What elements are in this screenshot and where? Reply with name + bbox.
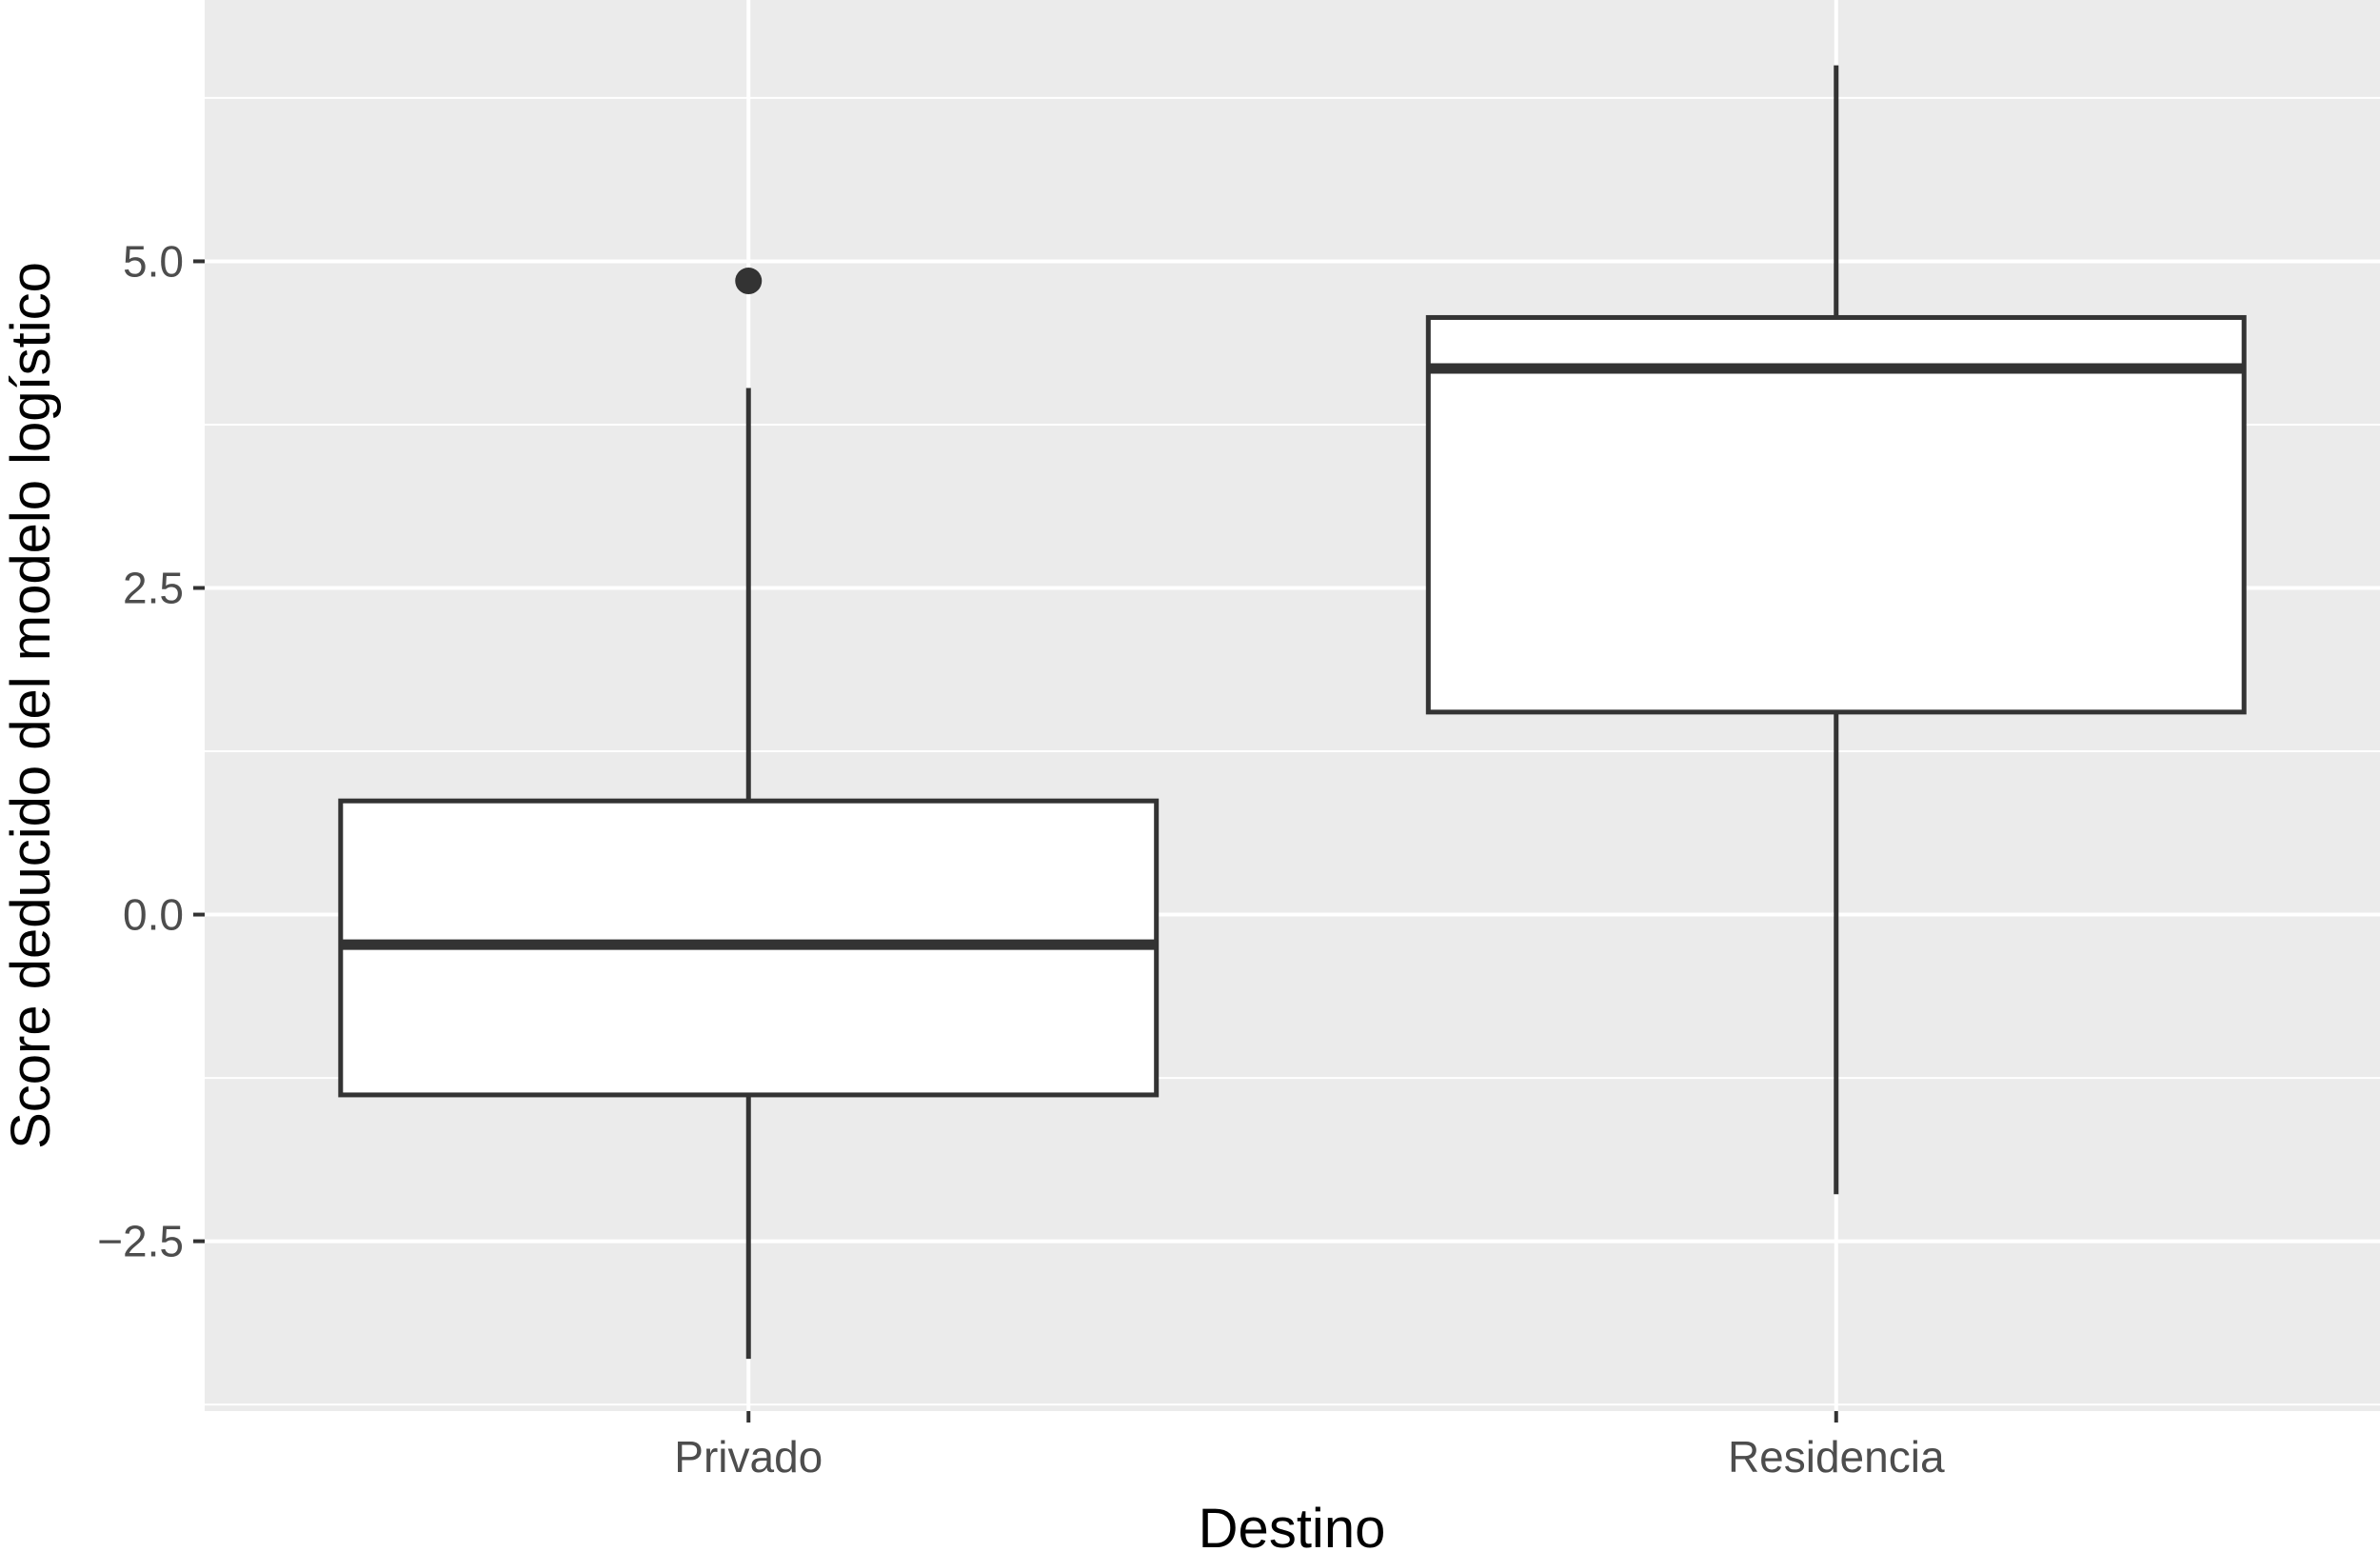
box-privado <box>338 268 1160 1360</box>
box-series <box>338 65 2247 1360</box>
outlier-point <box>735 268 763 295</box>
y-axis-title: Score deducido del modelo logístico <box>0 262 62 1149</box>
box-iqr <box>1425 314 2247 715</box>
y-tick-label: 0.0 <box>123 890 184 940</box>
y-axis: −2.5 0.0 2.5 5.0 <box>97 236 205 1266</box>
y-tick-label: 2.5 <box>123 564 184 613</box>
x-tick-label: Residencia <box>1728 1432 1945 1482</box>
x-axis: Privado Residencia <box>674 1411 1945 1482</box>
y-tick-label: −2.5 <box>97 1217 184 1266</box>
x-axis-title: Destino <box>1199 1498 1386 1552</box>
box-residencia <box>1425 65 2247 1195</box>
x-tick-label: Privado <box>674 1432 823 1482</box>
y-tick-label: 5.0 <box>123 236 184 286</box>
